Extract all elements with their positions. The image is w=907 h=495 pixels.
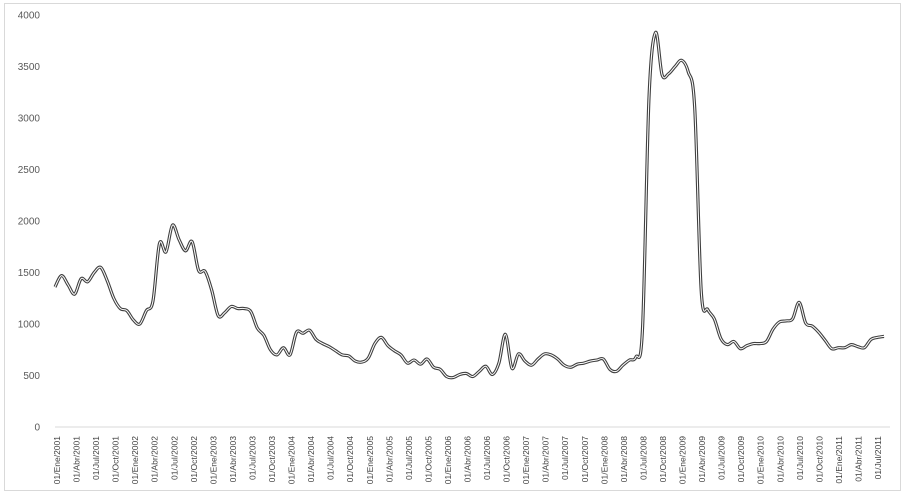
x-tick-label: 01/Oct/2002	[189, 436, 199, 483]
y-tick-label: 4000	[18, 11, 41, 22]
x-tick-label: 01/Oct/2004	[345, 436, 355, 483]
x-tick-label: 01/Ene/2009	[678, 436, 688, 484]
x-tick-label: 01/Ene/2002	[130, 436, 140, 484]
x-tick-label: 01/Ene/2001	[52, 436, 62, 484]
y-tick-label: 1500	[18, 268, 41, 279]
x-tick-label: 01/Abr/2004	[306, 436, 316, 483]
x-tick-label: 01/Abr/2010	[775, 436, 785, 483]
x-tick-label: 01/Abr/2002	[150, 436, 160, 483]
x-axis-ticks: 01/Ene/2001 01/Abr/2001 01/Jul/2001 01/Oct/…	[52, 436, 883, 484]
x-tick-label: 01/Abr/2008	[619, 436, 629, 483]
x-tick-label: 01/Ene/2010	[756, 436, 766, 484]
x-tick-label: 01/Oct/2007	[580, 436, 590, 483]
x-tick-label: 01/Jul/2006	[482, 436, 492, 480]
y-tick-label: 2000	[18, 217, 41, 228]
series-line-inner	[54, 31, 885, 379]
x-tick-label: 01/Jul/2008	[638, 436, 648, 480]
chart-frame	[4, 3, 901, 491]
x-tick-label: 01/Jul/2004	[326, 436, 336, 480]
x-tick-label: 01/Ene/2005	[365, 436, 375, 484]
series-line	[53, 30, 885, 380]
x-tick-label: 01/Jul/2009	[717, 436, 727, 480]
x-tick-label: 01/Ene/2004	[287, 436, 297, 484]
x-tick-label: 01/Jul/2003	[247, 436, 257, 480]
x-tick-label: 01/Oct/2006	[502, 436, 512, 483]
x-tick-label: 01/Ene/2008	[599, 436, 609, 484]
x-tick-label: 01/Jul/2001	[91, 436, 101, 480]
x-tick-label: 01/Abr/2011	[853, 436, 863, 482]
x-tick-label: 01/Abr/2005	[384, 436, 394, 483]
y-tick-label: 3500	[18, 62, 41, 73]
x-tick-label: 01/Jul/2007	[560, 436, 570, 480]
x-tick-label: 01/Abr/2007	[541, 436, 551, 483]
x-tick-label: 01/Oct/2003	[267, 436, 277, 483]
x-tick-label: 01/Ene/2007	[521, 436, 531, 484]
y-axis-ticks: 0 500 1000 1500 2000 2500 3000 3500 4000	[18, 11, 41, 434]
x-tick-label: 01/Oct/2001	[111, 436, 121, 483]
x-tick-label: 01/Oct/2010	[814, 436, 824, 483]
x-tick-label: 01/Ene/2003	[208, 436, 218, 484]
y-tick-label: 0	[34, 423, 40, 434]
x-tick-label: 01/Ene/2006	[443, 436, 453, 484]
x-tick-label: 01/Abr/2009	[697, 436, 707, 483]
y-tick-label: 3000	[18, 114, 41, 125]
x-tick-label: 01/Ene/2011	[834, 436, 844, 484]
x-tick-label: 01/Jul/2002	[169, 436, 179, 480]
x-tick-label: 01/Jul/2011	[873, 436, 883, 480]
series-group	[53, 30, 885, 380]
y-tick-label: 2500	[18, 165, 41, 176]
y-tick-label: 500	[23, 371, 40, 382]
x-tick-label: 01/Oct/2009	[736, 436, 746, 483]
x-tick-label: 01/Oct/2005	[423, 436, 433, 483]
x-tick-label: 01/Oct/2008	[658, 436, 668, 483]
y-tick-label: 1000	[18, 320, 41, 331]
x-tick-label: 01/Jul/2005	[404, 436, 414, 480]
x-tick-label: 01/Abr/2001	[72, 436, 82, 483]
x-tick-label: 01/Abr/2003	[228, 436, 238, 483]
x-tick-label: 01/Jul/2010	[795, 436, 805, 480]
x-tick-label: 01/Abr/2006	[463, 436, 473, 483]
